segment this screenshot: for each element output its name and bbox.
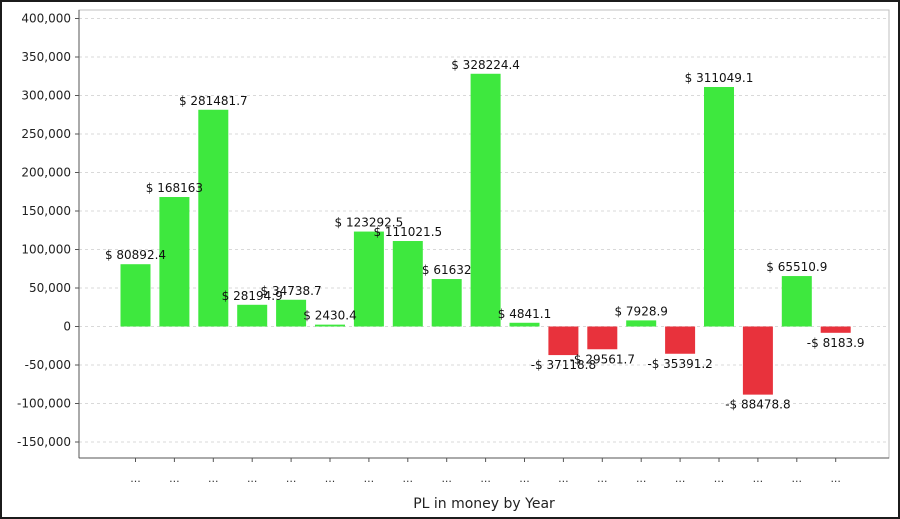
x-tick-label: ... (286, 472, 297, 485)
data-label: $ 168163 (146, 181, 203, 195)
x-axis-title: PL in money by Year (413, 496, 555, 512)
y-axis: 400,000 350,000 300,000 250,000 200,000 150,0… (17, 10, 889, 459)
y-tick-label: 400,000 (21, 12, 71, 26)
y-tick-label: -100,000 (17, 397, 71, 411)
data-label: $ 34738.7 (261, 284, 322, 298)
x-tick-label: ... (169, 472, 180, 485)
bar (276, 299, 307, 327)
bar (820, 326, 851, 333)
bar (431, 279, 462, 327)
x-tick-label: ... (753, 472, 764, 485)
data-label: -$ 37118.8 (531, 358, 596, 372)
data-label: $ 2430.4 (303, 309, 356, 323)
y-tick-label: 200,000 (21, 166, 71, 180)
data-label: $ 311049.1 (685, 71, 754, 85)
data-label: -$ 88478.8 (725, 398, 790, 412)
x-tick-label: ... (597, 472, 608, 485)
x-tick-label: ... (247, 472, 258, 485)
y-tick-label: -150,000 (17, 435, 71, 449)
bar (704, 86, 734, 327)
x-tick-label: ... (208, 472, 219, 485)
data-label: $ 4841.1 (498, 307, 551, 321)
data-label: $ 123292.5 (335, 216, 404, 230)
x-axis: ........................................… (130, 458, 841, 485)
x-tick-label: ... (441, 472, 452, 485)
data-label: $ 28194.9 (222, 289, 283, 303)
bars (120, 73, 851, 395)
bar (470, 73, 501, 327)
y-tick-label: 50,000 (29, 281, 71, 295)
y-tick-label: 100,000 (21, 243, 71, 257)
bar (781, 276, 812, 327)
bar (587, 326, 618, 350)
x-tick-label: ... (675, 472, 686, 485)
data-label: -$ 29561.7 (570, 352, 635, 366)
data-label: $ 80892.4 (105, 248, 166, 262)
bar (626, 320, 657, 327)
x-tick-label: ... (558, 472, 569, 485)
x-tick-label: ... (364, 472, 375, 485)
y-tick-label: 0 (63, 320, 71, 334)
data-label: $ 328224.4 (451, 58, 520, 72)
bar (392, 241, 423, 327)
bar (742, 326, 773, 395)
x-tick-label: ... (325, 472, 336, 485)
x-tick-label: ... (403, 472, 414, 485)
bar (237, 304, 268, 327)
bar (159, 197, 190, 327)
bar (665, 326, 696, 354)
y-tick-label: 300,000 (21, 89, 71, 103)
data-label: $ 7928.9 (614, 304, 667, 318)
data-label: $ 281481.7 (179, 94, 248, 108)
x-tick-label: ... (480, 472, 491, 485)
bar (315, 324, 345, 327)
bar (353, 231, 384, 327)
x-tick-label: ... (792, 472, 803, 485)
data-label: $ 65510.9 (766, 260, 827, 274)
data-label: -$ 8183.9 (807, 336, 865, 350)
y-tick-label: -50,000 (25, 358, 71, 372)
bar (509, 322, 540, 327)
bar (548, 326, 579, 356)
data-label: $ 111021.5 (373, 225, 442, 239)
x-tick-label: ... (830, 472, 841, 485)
y-tick-label: 250,000 (21, 127, 71, 141)
data-labels: $ 80892.4 $ 168163 $ 281481.7 $ 28194.9$ 34… (105, 58, 865, 412)
x-tick-label: ... (519, 472, 530, 485)
x-tick-label: ... (714, 472, 725, 485)
y-tick-label: 150,000 (21, 204, 71, 218)
data-label: $ 61632 (422, 263, 472, 277)
x-tick-label: ... (130, 472, 141, 485)
bar (198, 109, 229, 327)
data-label: -$ 35391.2 (647, 357, 712, 371)
bar (120, 264, 151, 327)
x-tick-label: ... (636, 472, 647, 485)
y-tick-label: 350,000 (21, 50, 71, 64)
